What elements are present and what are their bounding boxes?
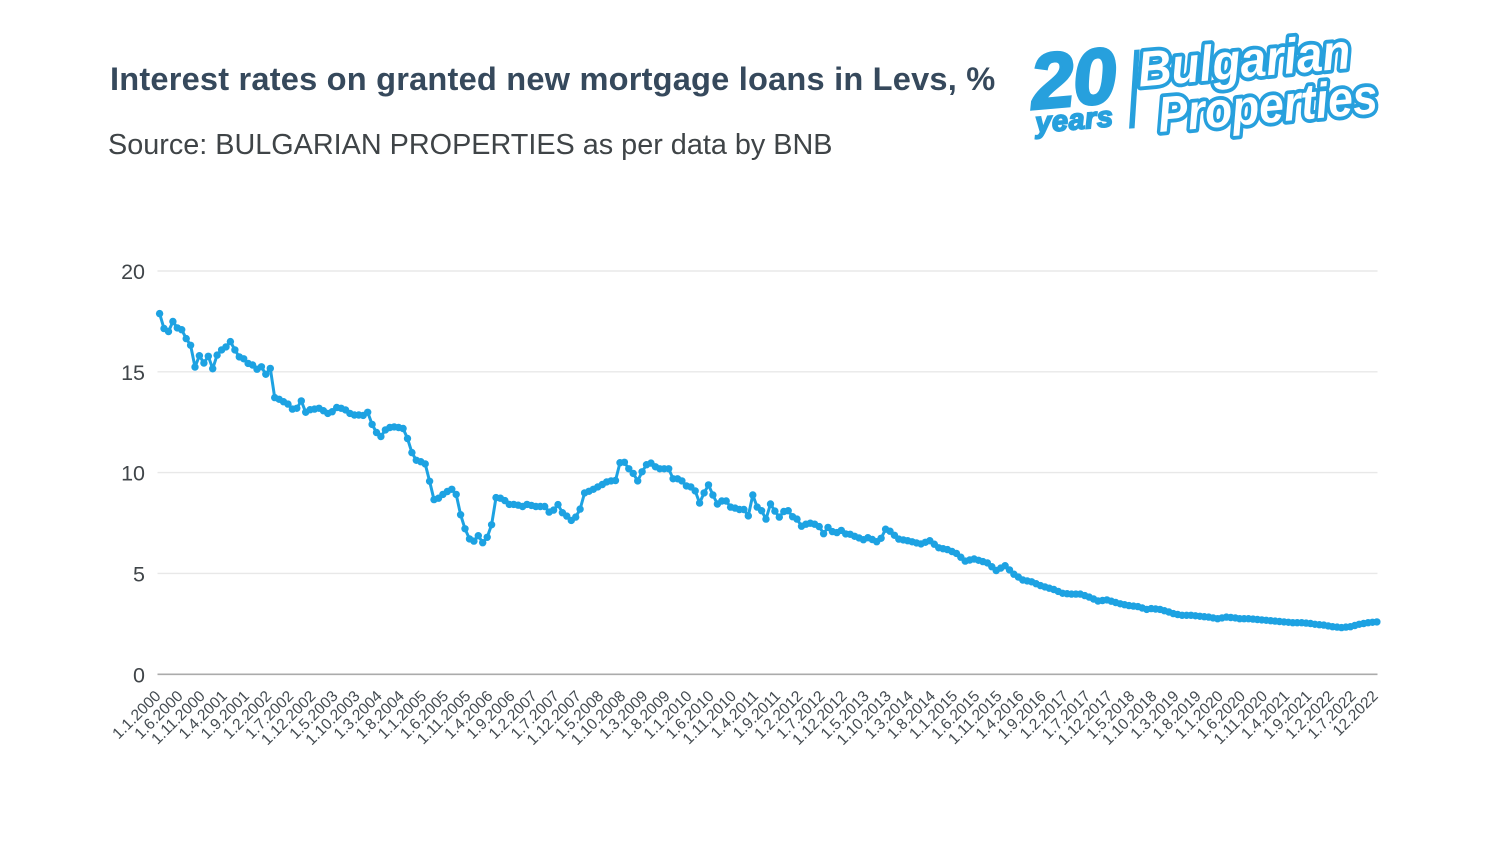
svg-text:20: 20 bbox=[121, 260, 145, 284]
svg-text:15: 15 bbox=[121, 361, 145, 385]
svg-text:0: 0 bbox=[133, 663, 145, 687]
svg-text:years: years bbox=[1032, 101, 1115, 140]
svg-text:20: 20 bbox=[1025, 31, 1120, 126]
svg-text:5: 5 bbox=[133, 562, 145, 586]
svg-text:10: 10 bbox=[121, 462, 145, 486]
